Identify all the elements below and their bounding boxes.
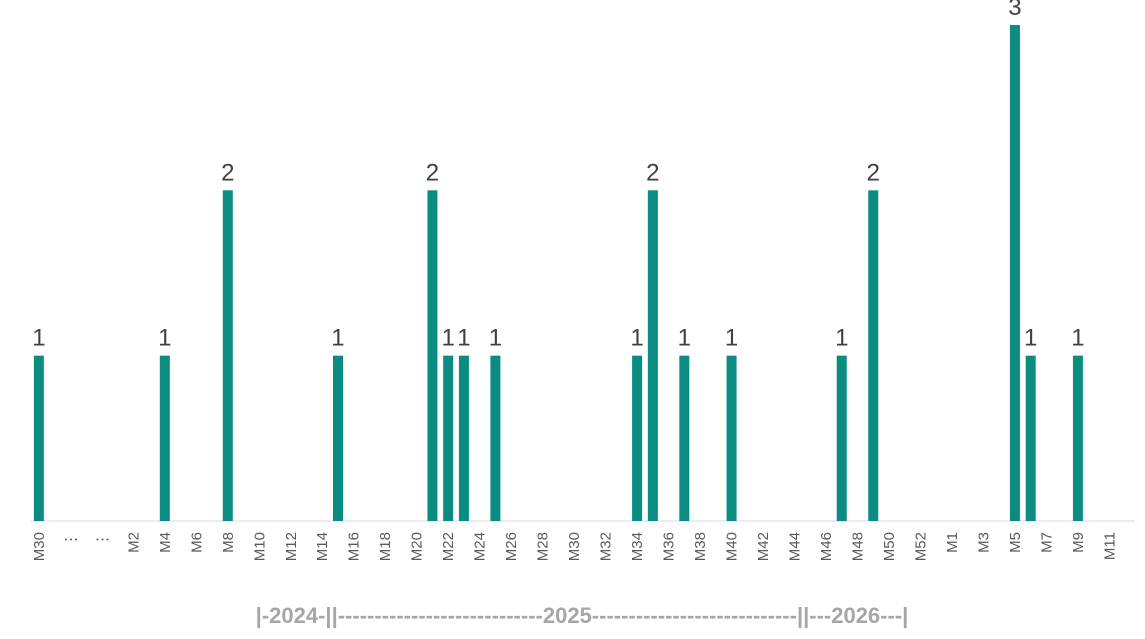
x-tick-label: M28 xyxy=(535,532,552,561)
data-label: 1 xyxy=(331,325,344,352)
bar xyxy=(458,355,469,521)
x-tick-label: M44 xyxy=(787,532,804,561)
data-label: 1 xyxy=(442,325,455,352)
bar xyxy=(332,355,343,521)
bar xyxy=(836,355,847,521)
bar xyxy=(726,355,737,521)
x-tick-label: M16 xyxy=(346,532,363,561)
bar xyxy=(33,355,44,521)
bar xyxy=(427,190,438,522)
x-tick-label: M3 xyxy=(975,532,992,553)
data-label: 2 xyxy=(221,159,234,186)
data-label: 2 xyxy=(426,159,439,186)
x-tick-label: M10 xyxy=(251,532,268,561)
x-tick-label: M24 xyxy=(472,532,489,561)
x-tick-label: M12 xyxy=(283,532,300,561)
data-label: 1 xyxy=(835,325,848,352)
x-tick-label: M5 xyxy=(1007,532,1024,553)
bar xyxy=(679,355,690,521)
data-label: 1 xyxy=(457,325,470,352)
bar xyxy=(159,355,170,521)
x-tick-label: ⋮ xyxy=(62,532,79,547)
x-tick-label: M30 xyxy=(31,532,48,561)
x-tick-label: M11 xyxy=(1101,532,1118,560)
x-tick-label: M50 xyxy=(881,532,898,561)
data-label: 1 xyxy=(32,325,45,352)
x-tick-label: M26 xyxy=(503,532,520,561)
x-tick-label: M18 xyxy=(377,532,394,561)
x-tick-label: M8 xyxy=(220,532,237,553)
x-tick-label: M42 xyxy=(755,532,772,561)
data-label: 1 xyxy=(1024,325,1037,352)
bar xyxy=(1072,355,1083,521)
bar xyxy=(868,190,879,522)
data-label: 1 xyxy=(678,325,691,352)
bar xyxy=(632,355,643,521)
bar xyxy=(647,190,658,522)
year-axis: |-2024-||----------------------------202… xyxy=(256,603,909,628)
x-tick-label: M7 xyxy=(1038,532,1055,553)
data-label: 1 xyxy=(1071,325,1084,352)
x-tick-label: ⋮ xyxy=(94,532,111,547)
bar xyxy=(222,190,233,522)
bar xyxy=(1009,25,1020,521)
x-tick-label: M38 xyxy=(692,532,709,561)
x-tick-label: M14 xyxy=(314,532,331,561)
x-tick-label: M34 xyxy=(629,532,646,561)
data-label: 2 xyxy=(867,159,880,186)
data-label: 2 xyxy=(646,159,659,186)
data-label: 1 xyxy=(158,325,171,352)
x-tick-label: M9 xyxy=(1070,532,1087,553)
bar xyxy=(1025,355,1036,521)
x-tick-label: M48 xyxy=(850,532,867,561)
data-label: 3 xyxy=(1008,0,1021,21)
data-label: 1 xyxy=(725,325,738,352)
x-tick-label: M1 xyxy=(944,532,961,553)
bar xyxy=(490,355,501,521)
x-tick-label: M6 xyxy=(188,532,205,553)
bar xyxy=(443,355,454,521)
data-label: 1 xyxy=(489,325,502,352)
x-tick-label: M22 xyxy=(440,532,457,561)
x-tick-label: M32 xyxy=(598,532,615,561)
x-tick-label: M36 xyxy=(661,532,678,561)
x-tick-label: M30 xyxy=(566,532,583,561)
x-tick-label: M52 xyxy=(912,532,929,561)
x-tick-label: M46 xyxy=(818,532,835,561)
x-tick-label: M4 xyxy=(157,532,174,553)
x-tick-label: M2 xyxy=(125,532,142,553)
data-label: 1 xyxy=(630,325,643,352)
x-tick-label: M40 xyxy=(724,532,741,561)
x-tick-label: M20 xyxy=(409,532,426,561)
